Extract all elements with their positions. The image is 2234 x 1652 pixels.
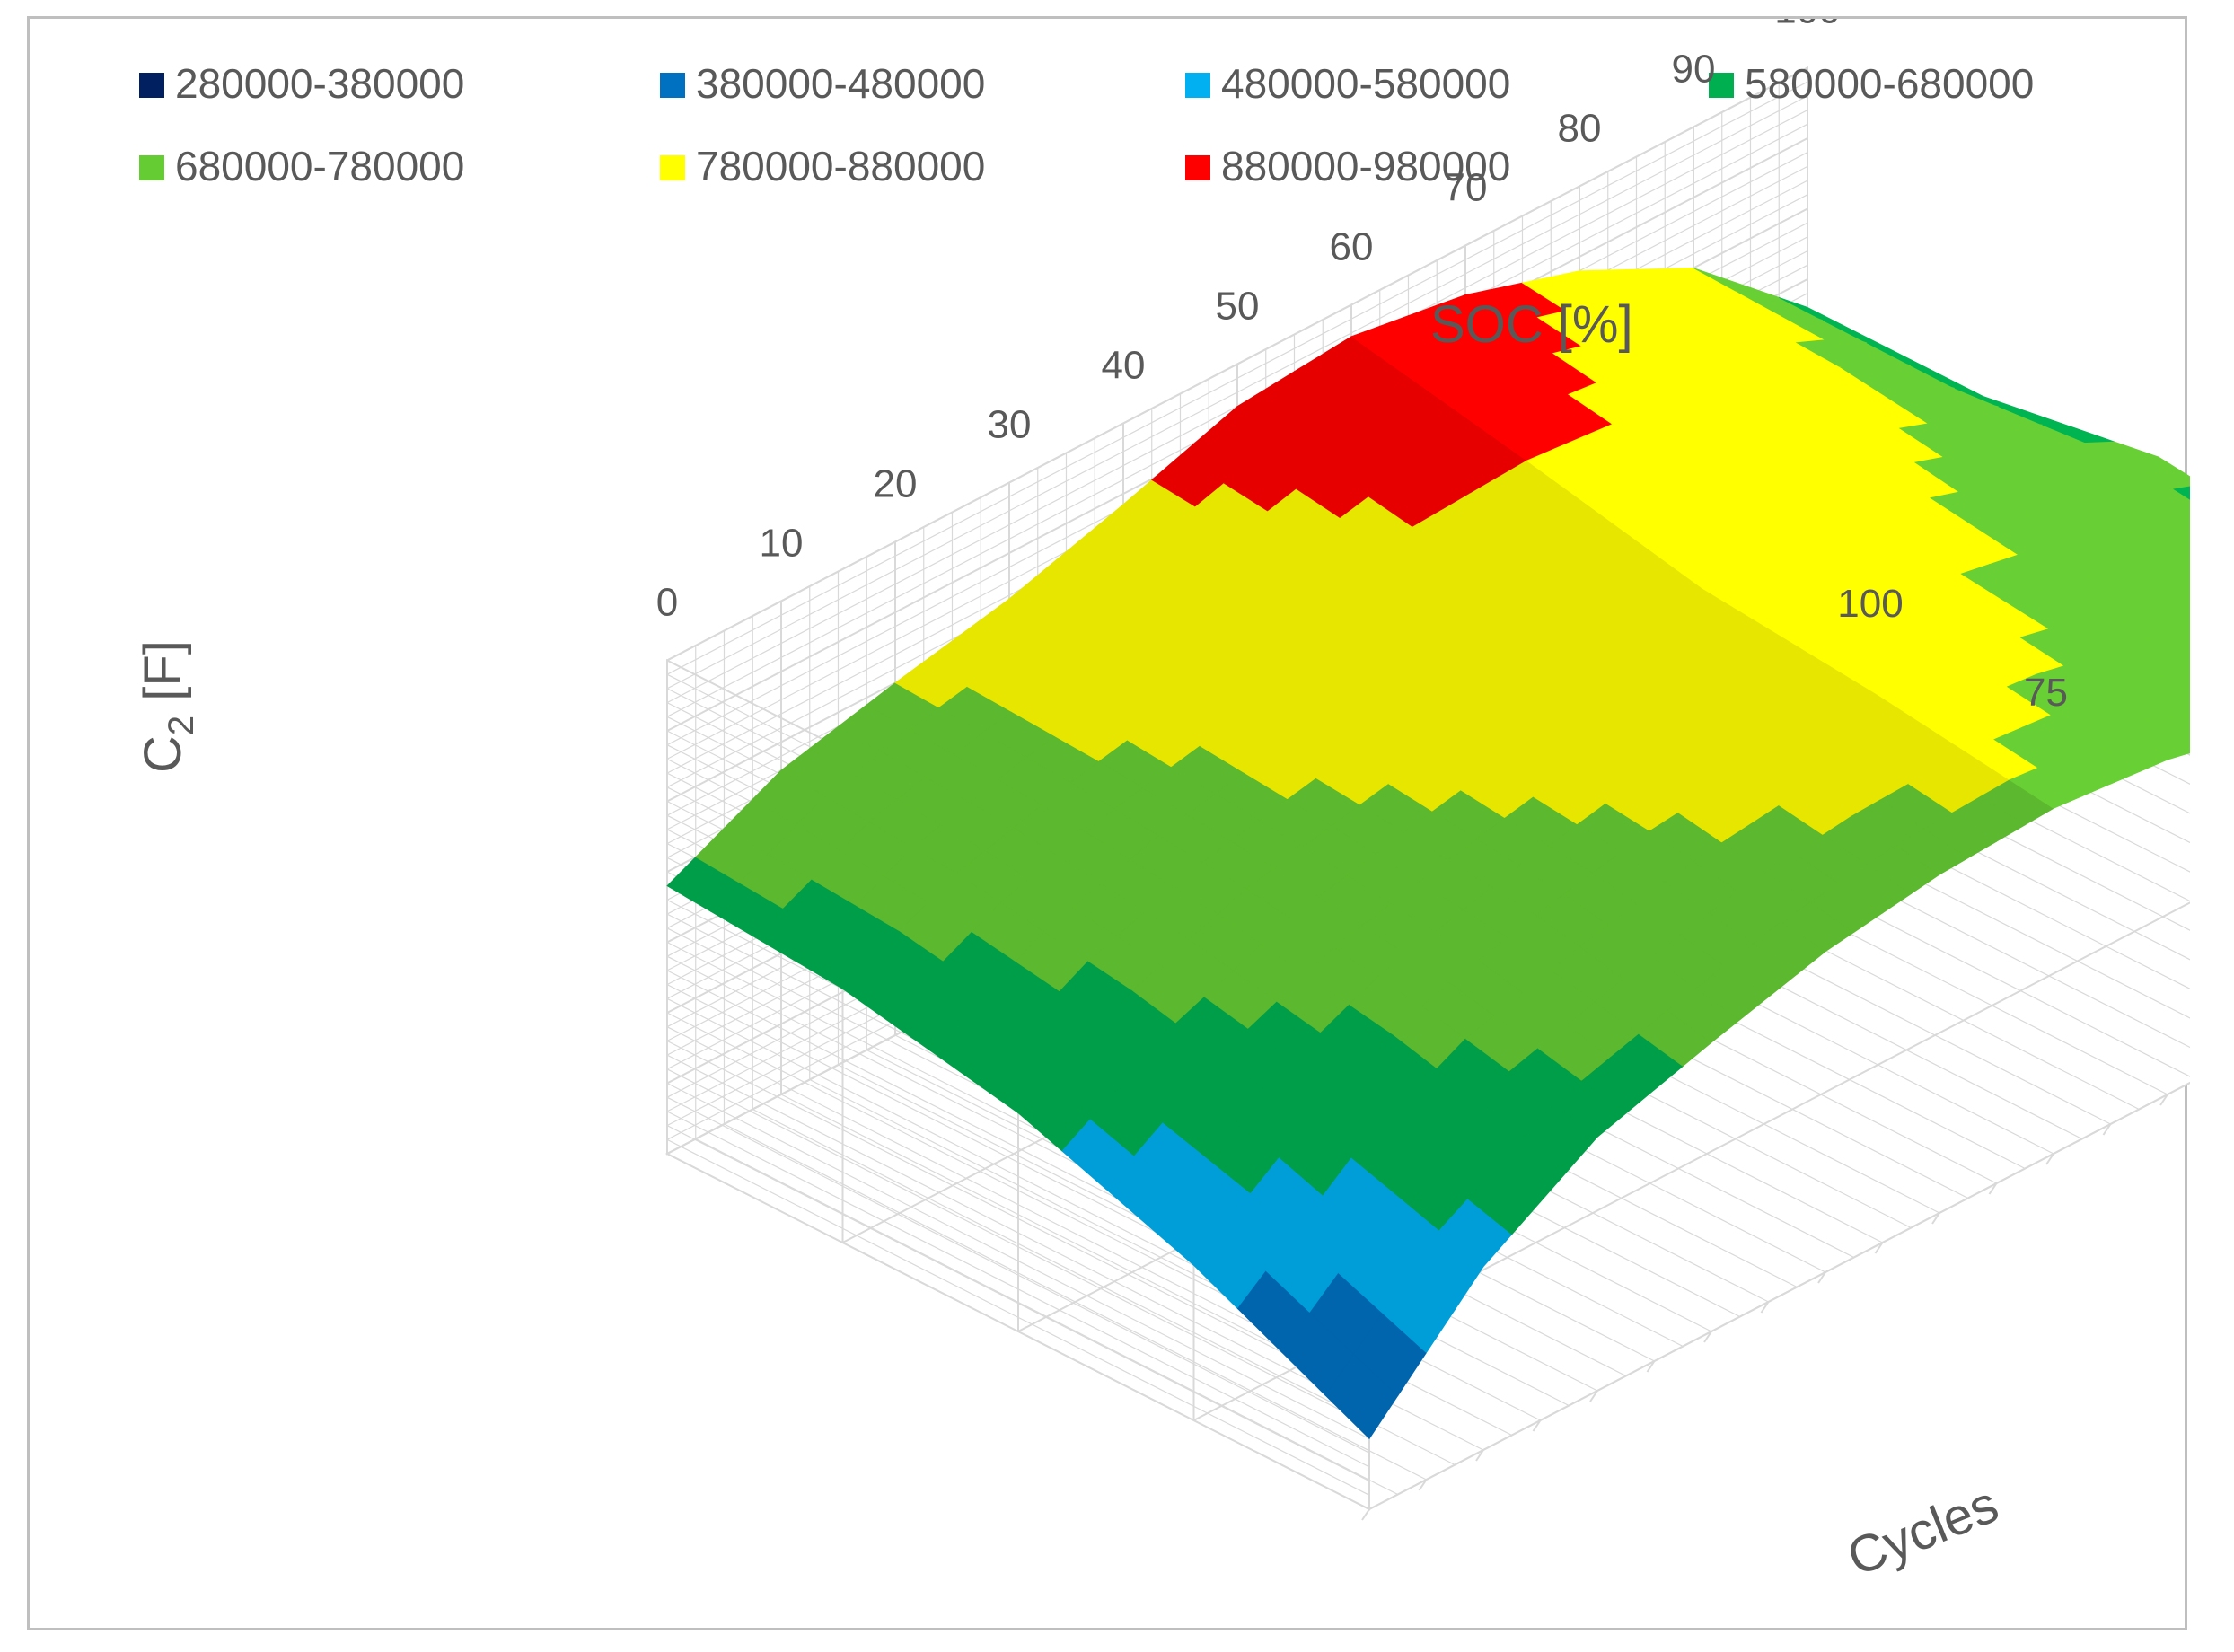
soc-tick-label: 90 <box>1672 48 1716 92</box>
soc-tick-label: 20 <box>874 462 918 506</box>
legend-label: 580000-680000 <box>1745 60 2034 107</box>
soc-axis-ticks: 0 10 20 30 40 50 60 70 80 90 100 <box>656 19 1841 625</box>
legend-swatch <box>1185 73 1210 98</box>
soc-tick-mark <box>1874 1242 1884 1254</box>
soc-tick-mark <box>1931 1212 1940 1225</box>
surface-facet <box>2164 669 2190 694</box>
soc-tick-mark <box>2102 1123 2112 1136</box>
soc-tick-label: 100 <box>1774 19 1840 32</box>
legend-label: 780000-880000 <box>696 143 985 189</box>
soc-tick-mark <box>1760 1301 1770 1314</box>
legend-swatch <box>139 155 164 180</box>
cycle-tick-label: 75 <box>2024 671 2068 715</box>
z-axis-title: C2 [F] <box>134 640 201 773</box>
soc-tick-label: 0 <box>656 581 678 625</box>
soc-tick-mark <box>1589 1390 1598 1402</box>
soc-tick-label: 80 <box>1558 107 1602 151</box>
surface-facet <box>2173 486 2190 500</box>
soc-tick-mark <box>1418 1479 1428 1491</box>
soc-tick-label: 10 <box>760 522 804 566</box>
surface-facet <box>2188 522 2190 523</box>
legend-label: 480000-580000 <box>1221 60 1510 107</box>
cycle-tick-label: 100 <box>1837 582 1903 626</box>
z-axis-title-subscript: 2 <box>162 716 201 735</box>
z-axis-title-unit: [F] <box>134 640 192 716</box>
surface-chart: 280000-380000 380000-480000 480000-580000 5… <box>134 19 2190 1587</box>
surface-facet <box>2175 558 2190 572</box>
surface-facet <box>2161 595 2190 620</box>
legend-swatch <box>660 73 685 98</box>
soc-tick-mark <box>2159 1094 2168 1106</box>
cycles-axis-ticks: 0255075100 <box>1837 582 2068 715</box>
y-axis-title: Cycles <box>1840 1475 2007 1587</box>
side-wall-gridline <box>666 1138 1370 1496</box>
soc-tick-mark <box>1532 1419 1542 1432</box>
legend-label: 880000-980000 <box>1221 143 1510 189</box>
soc-tick-label: 70 <box>1444 166 1488 210</box>
surface-facet <box>2177 632 2190 644</box>
side-wall-gridline <box>666 1040 1370 1397</box>
side-wall-gridline <box>666 1111 1370 1468</box>
back-wall-gridline <box>666 66 1808 662</box>
soc-tick-mark <box>1361 1508 1370 1521</box>
legend-label: 380000-480000 <box>696 60 985 107</box>
surface-facet <box>2179 710 2190 721</box>
surface-mesh <box>666 268 2190 1440</box>
legend-swatch <box>660 155 685 180</box>
side-wall-gridline <box>666 1068 1370 1426</box>
back-wall-gridline <box>666 81 1808 675</box>
chart-frame: 280000-380000 380000-480000 480000-580000 5… <box>27 16 2190 1630</box>
legend-swatch <box>1185 155 1210 180</box>
soc-tick-label: 40 <box>1102 344 1146 388</box>
surface-facet <box>2129 456 2190 490</box>
soc-tick-mark <box>1703 1331 1712 1343</box>
legend: 280000-380000 380000-480000 480000-580000 5… <box>139 60 2034 189</box>
soc-tick-label: 30 <box>988 403 1032 447</box>
legend-swatch <box>1709 73 1734 98</box>
soc-tick-mark <box>1988 1182 1998 1195</box>
legend-swatch <box>139 73 164 98</box>
legend-label: 680000-780000 <box>175 143 464 189</box>
side-wall-gridline <box>666 1096 1370 1454</box>
side-wall-gridline <box>666 1125 1370 1482</box>
side-wall-gridline <box>666 1082 1370 1440</box>
back-wall-gridline <box>666 95 1808 690</box>
soc-tick-mark <box>1646 1360 1656 1373</box>
soc-tick-mark <box>2045 1153 2054 1165</box>
legend-label: 280000-380000 <box>175 60 464 107</box>
x-axis-title: SOC [%] <box>1430 295 1633 354</box>
soc-tick-mark <box>1475 1449 1484 1462</box>
soc-tick-label: 50 <box>1216 285 1260 329</box>
side-wall-gridline <box>666 1054 1370 1411</box>
soc-tick-mark <box>1817 1271 1826 1284</box>
soc-tick-label: 60 <box>1330 225 1374 269</box>
